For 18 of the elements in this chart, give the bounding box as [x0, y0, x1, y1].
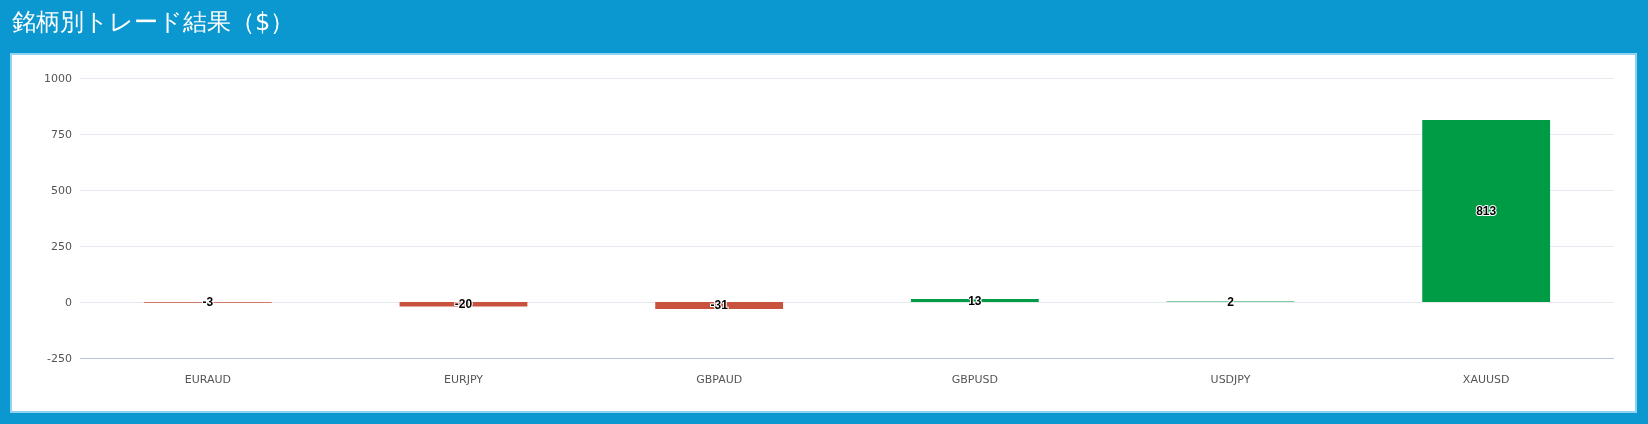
x-tick-label: GBPUSD: [951, 373, 998, 386]
data-label: -31: [710, 298, 729, 313]
chart-title: 銘柄別トレード結果（$）: [12, 7, 295, 38]
data-label: 813: [1476, 203, 1497, 218]
x-tick-label: EURJPY: [444, 373, 484, 386]
x-tick-label: XAUUSD: [1462, 373, 1510, 386]
data-label: 13: [968, 293, 982, 308]
y-tick-label: 500: [51, 183, 72, 197]
data-label: 2: [1227, 294, 1235, 309]
x-tick-label: EURAUD: [184, 373, 231, 386]
y-tick-label: 1000: [44, 71, 72, 85]
y-tick-label: 750: [51, 127, 72, 141]
y-tick-label: 0: [65, 295, 72, 309]
y-tick-label: 250: [51, 239, 72, 253]
y-tick-label: -250: [47, 351, 72, 365]
x-tick-label: USDJPY: [1210, 373, 1251, 386]
bar: [1422, 119, 1551, 302]
x-tick-label: GBPAUD: [696, 373, 743, 386]
